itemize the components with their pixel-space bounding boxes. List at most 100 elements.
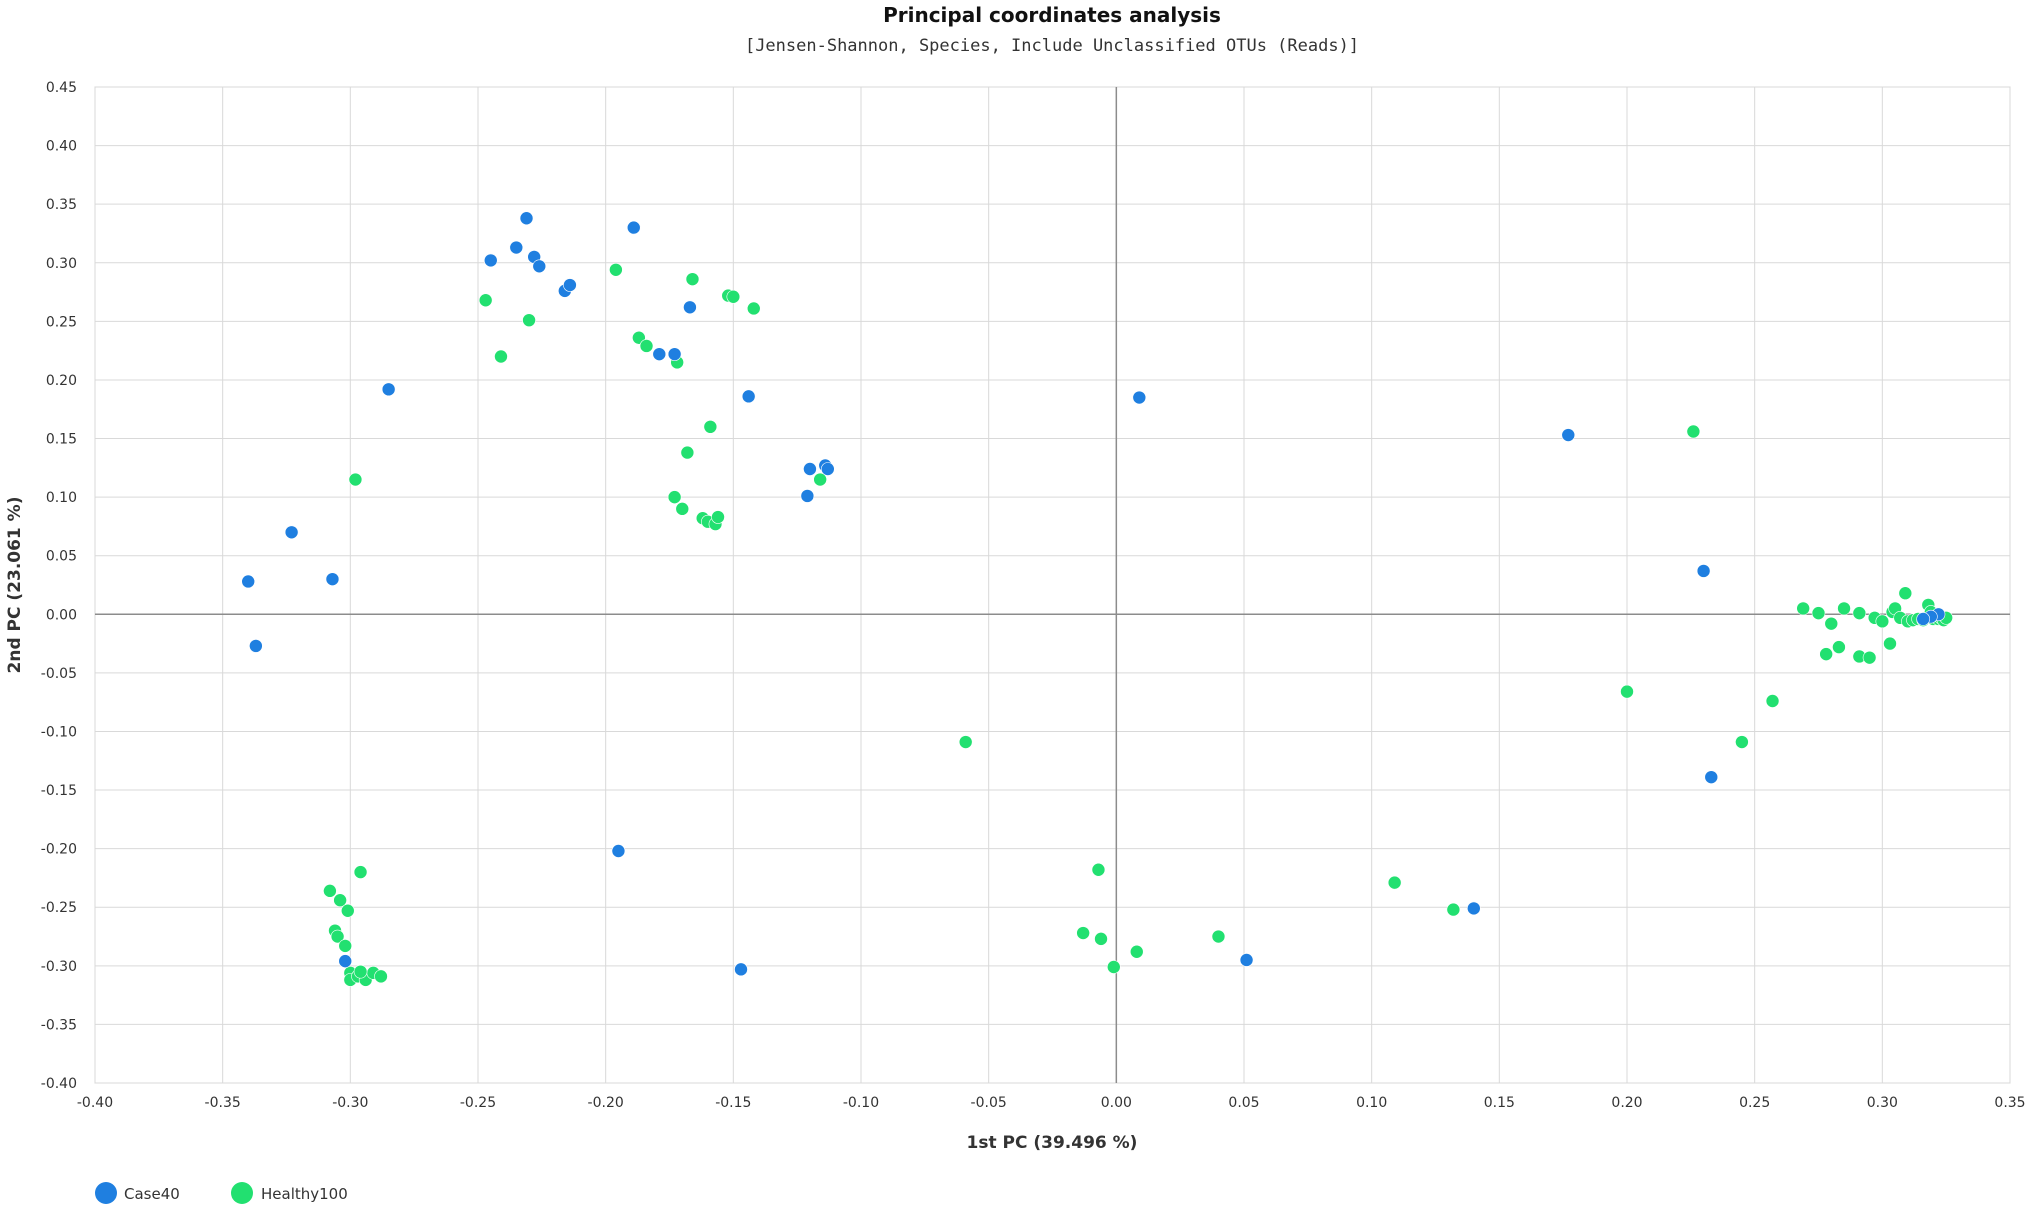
data-point-healthy100[interactable]: [711, 510, 725, 524]
data-point-healthy100[interactable]: [1129, 944, 1144, 959]
y-tick-label: -0.10: [41, 724, 77, 740]
data-point-case40[interactable]: [338, 954, 353, 968]
data-point-healthy100[interactable]: [703, 420, 718, 434]
data-point-case40[interactable]: [734, 962, 748, 977]
data-point-healthy100[interactable]: [1862, 650, 1877, 665]
x-tick-label: 0.25: [1739, 1095, 1770, 1111]
data-point-healthy100[interactable]: [1883, 636, 1897, 651]
data-point-case40[interactable]: [325, 572, 340, 586]
data-point-healthy100[interactable]: [639, 339, 654, 353]
data-point-case40[interactable]: [611, 844, 626, 858]
data-point-healthy100[interactable]: [333, 893, 347, 908]
data-point-case40[interactable]: [803, 462, 817, 476]
y-tick-label: 0.40: [46, 139, 77, 155]
chart-title: Principal coordinates analysis: [883, 3, 1221, 27]
data-point-case40[interactable]: [532, 259, 547, 274]
data-point-case40[interactable]: [800, 489, 815, 503]
data-point-case40[interactable]: [683, 300, 697, 315]
legend-item-case40[interactable]: Case40: [95, 1182, 180, 1204]
data-point-healthy100[interactable]: [1837, 601, 1851, 616]
data-point-healthy100[interactable]: [1076, 926, 1090, 940]
data-point-healthy100[interactable]: [1765, 694, 1780, 708]
data-point-healthy100[interactable]: [1620, 684, 1634, 699]
data-point-healthy100[interactable]: [330, 929, 345, 944]
data-point-case40[interactable]: [1239, 953, 1254, 967]
data-point-healthy100[interactable]: [1796, 601, 1810, 616]
data-point-healthy100[interactable]: [374, 969, 388, 984]
x-tick-label: -0.20: [588, 1095, 624, 1111]
data-point-case40[interactable]: [1132, 390, 1147, 405]
legend-swatch-case40: [95, 1182, 117, 1204]
data-point-healthy100[interactable]: [726, 289, 741, 304]
x-tick-label: 0.05: [1228, 1095, 1259, 1111]
data-point-healthy100[interactable]: [1094, 932, 1108, 946]
data-point-case40[interactable]: [667, 347, 682, 361]
data-point-healthy100[interactable]: [1106, 960, 1121, 974]
x-tick-label: 0.15: [1484, 1095, 1515, 1111]
data-point-case40[interactable]: [741, 389, 756, 404]
x-tick-labels: -0.40 -0.35 -0.30 -0.25 -0.20 -0.15 -0.10 -0.05…: [77, 1095, 2026, 1111]
data-point-case40[interactable]: [626, 220, 641, 235]
data-point-healthy100[interactable]: [1091, 862, 1106, 877]
data-point-healthy100[interactable]: [348, 472, 363, 487]
data-point-healthy100[interactable]: [1446, 902, 1461, 917]
data-point-healthy100[interactable]: [353, 964, 368, 979]
data-point-case40[interactable]: [1696, 564, 1711, 578]
data-point-case40[interactable]: [1561, 428, 1576, 442]
data-point-healthy100[interactable]: [340, 903, 355, 918]
data-point-healthy100[interactable]: [680, 445, 695, 460]
y-tick-label: 0.00: [46, 607, 77, 623]
legend-label-case40: Case40: [124, 1185, 180, 1203]
series-healthy100: [323, 262, 1953, 987]
data-point-case40[interactable]: [284, 525, 299, 540]
data-point-healthy100[interactable]: [958, 735, 973, 749]
data-point-case40[interactable]: [563, 278, 577, 292]
data-point-healthy100[interactable]: [522, 313, 536, 327]
y-tick-label: 0.35: [46, 197, 77, 213]
plot-area: [94, 86, 2011, 1084]
data-point-healthy100[interactable]: [1875, 614, 1890, 629]
data-point-case40[interactable]: [241, 574, 255, 589]
data-point-healthy100[interactable]: [323, 884, 337, 898]
x-tick-label: -0.15: [715, 1095, 751, 1111]
data-point-healthy100[interactable]: [685, 272, 700, 286]
data-point-healthy100[interactable]: [353, 865, 368, 879]
data-point-healthy100[interactable]: [746, 301, 761, 316]
x-tick-label: -0.05: [971, 1095, 1007, 1111]
series-case40: [241, 211, 1946, 977]
data-point-case40[interactable]: [1467, 901, 1481, 916]
data-point-healthy100[interactable]: [675, 502, 690, 516]
data-point-healthy100[interactable]: [478, 293, 493, 308]
data-point-case40[interactable]: [381, 382, 396, 397]
data-point-healthy100[interactable]: [1686, 424, 1701, 439]
x-tick-label: -0.10: [843, 1095, 879, 1111]
data-point-healthy100[interactable]: [1824, 616, 1839, 631]
data-point-healthy100[interactable]: [1811, 606, 1826, 620]
data-point-healthy100[interactable]: [1211, 929, 1226, 944]
data-point-case40[interactable]: [249, 639, 263, 653]
data-point-healthy100[interactable]: [1852, 606, 1867, 620]
data-point-healthy100[interactable]: [1898, 586, 1913, 601]
data-point-healthy100[interactable]: [1832, 640, 1846, 654]
data-point-healthy100[interactable]: [494, 349, 508, 364]
legend-item-healthy100[interactable]: Healthy100: [231, 1182, 348, 1204]
data-point-healthy100[interactable]: [338, 939, 353, 953]
x-tick-label: 0.20: [1611, 1095, 1642, 1111]
y-tick-label: 0.05: [46, 549, 77, 565]
data-point-healthy100[interactable]: [813, 472, 827, 487]
y-tick-label: 0.20: [46, 373, 77, 389]
y-tick-label: -0.35: [41, 1017, 77, 1033]
data-point-case40[interactable]: [821, 462, 835, 476]
data-point-case40[interactable]: [519, 211, 534, 226]
data-point-case40[interactable]: [483, 253, 498, 268]
data-point-healthy100[interactable]: [609, 262, 623, 277]
data-point-healthy100[interactable]: [1819, 647, 1833, 661]
data-point-case40[interactable]: [652, 347, 667, 361]
data-point-healthy100[interactable]: [667, 490, 682, 504]
data-point-case40[interactable]: [509, 240, 524, 255]
grid-lines: [94, 86, 2011, 1084]
data-point-case40[interactable]: [1704, 770, 1719, 784]
data-point-healthy100[interactable]: [1735, 735, 1749, 749]
data-point-healthy100[interactable]: [1387, 875, 1402, 890]
data-point-case40[interactable]: [1916, 612, 1930, 626]
